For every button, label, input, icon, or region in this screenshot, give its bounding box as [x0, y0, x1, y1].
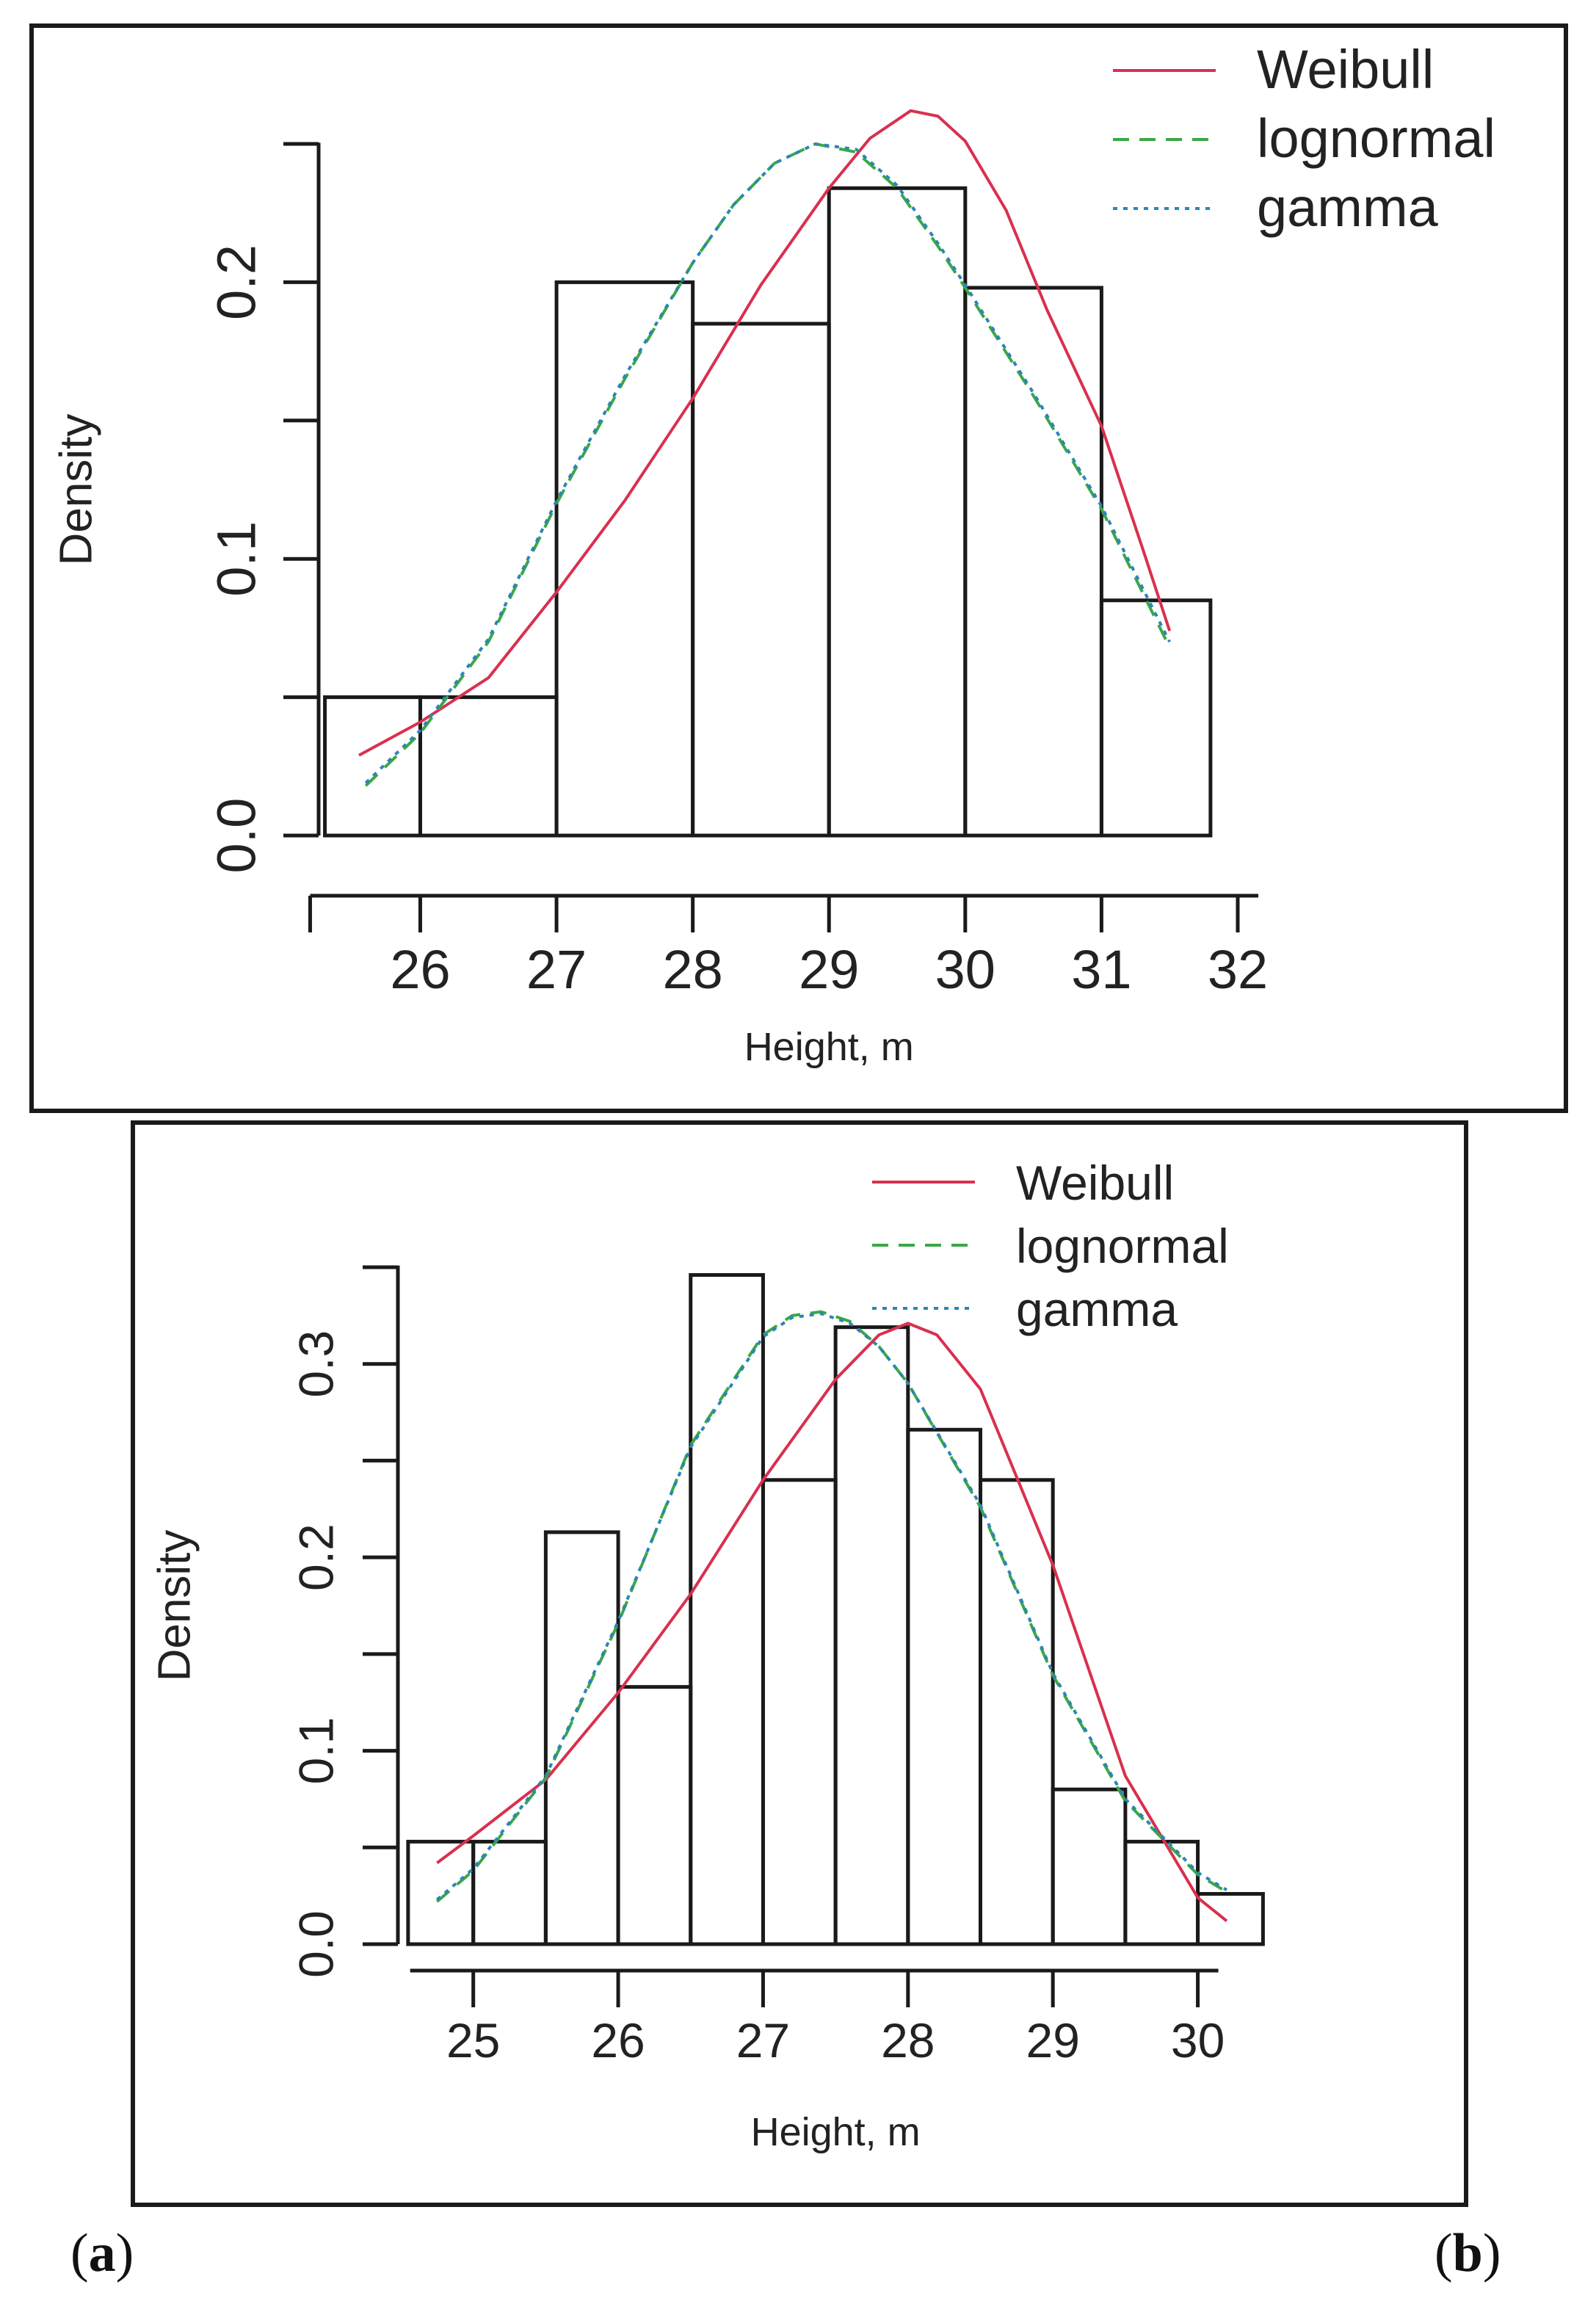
y-tick-label: 0.1 [206, 521, 267, 597]
histogram-bar [691, 322, 831, 838]
histogram-bar [833, 1325, 910, 1946]
x-tick-label: 31 [1071, 939, 1131, 1000]
histogram-bar [689, 1273, 765, 1946]
x-tick-label: 27 [526, 939, 587, 1000]
x-axis-label: Height, m [744, 1025, 914, 1069]
panel-caption-a: (a) [70, 2223, 134, 2283]
histogram-bar [616, 1685, 693, 1946]
histogram-bar [406, 1839, 476, 1946]
chart-panel-a: 26 27 28 29 30 31 32 0.0 0.1 0.2 Height, m Density W… [29, 23, 1568, 1113]
histogram-bar [963, 286, 1103, 838]
histogram-bar [323, 695, 422, 838]
legend-label-lognormal: lognormal [1016, 1219, 1229, 1273]
legend-label-weibull: Weibull [1257, 39, 1434, 100]
histogram-bar [906, 1427, 983, 1946]
x-tick-label: 26 [390, 939, 450, 1000]
series-line-gamma [364, 142, 1171, 784]
legend-label-gamma: gamma [1257, 177, 1439, 238]
y-tick-label: 0.0 [289, 1910, 343, 1978]
series-line-lognormal [364, 142, 1171, 787]
y-tick-label: 0.2 [206, 244, 267, 320]
x-tick-label: 29 [1026, 2013, 1079, 2067]
histogram-bar [418, 695, 559, 838]
legend-label-weibull: Weibull [1016, 1156, 1174, 1210]
y-tick-label: 0.0 [206, 798, 267, 874]
histogram-bar [1123, 1839, 1200, 1946]
histogram-chart-b: 25 26 27 28 29 30 0.0 0.1 0.2 0.3 Height, m Density… [149, 1156, 1265, 2154]
y-axis-label: Density [149, 1530, 200, 1682]
histogram-bar [1051, 1787, 1128, 1946]
histogram-bar [979, 1478, 1055, 1946]
x-tick-label: 32 [1208, 939, 1268, 1000]
x-tick-label: 28 [662, 939, 722, 1000]
x-tick-label: 27 [736, 2013, 790, 2067]
legend-label-gamma: gamma [1016, 1282, 1178, 1336]
histogram-bar [1099, 598, 1213, 838]
caption-a-letter: a [88, 2223, 116, 2283]
x-tick-label: 30 [935, 939, 995, 1000]
y-tick-label: 0.3 [289, 1330, 343, 1398]
series-line-gamma [436, 1312, 1228, 1901]
series-line-lognormal [436, 1310, 1228, 1903]
histogram-bar [1196, 1892, 1265, 1946]
y-tick-label: 0.2 [289, 1523, 343, 1591]
series-line-weibull [358, 109, 1172, 757]
histogram-bar [761, 1478, 838, 1946]
series-line-weibull [436, 1322, 1228, 1922]
histogram-bar [554, 280, 695, 838]
x-tick-label: 25 [446, 2013, 500, 2067]
chart-panel-b: 25 26 27 28 29 30 0.0 0.1 0.2 0.3 Height, m Density… [131, 1120, 1468, 2207]
histogram-bar [827, 186, 968, 838]
x-axis-label: Height, m [751, 2110, 921, 2154]
y-tick-label: 0.1 [289, 1717, 343, 1785]
y-axis-label: Density [51, 414, 101, 566]
x-tick-label: 29 [799, 939, 859, 1000]
histogram-chart-a: 26 27 28 29 30 31 32 0.0 0.1 0.2 Height, m Density W… [51, 39, 1495, 1069]
x-tick-label: 30 [1171, 2013, 1225, 2067]
panel-caption-b: (b) [1434, 2223, 1501, 2283]
x-tick-label: 26 [591, 2013, 645, 2067]
x-tick-label: 28 [881, 2013, 935, 2067]
caption-b-letter: b [1452, 2223, 1483, 2283]
legend-label-lognormal: lognormal [1257, 108, 1495, 169]
